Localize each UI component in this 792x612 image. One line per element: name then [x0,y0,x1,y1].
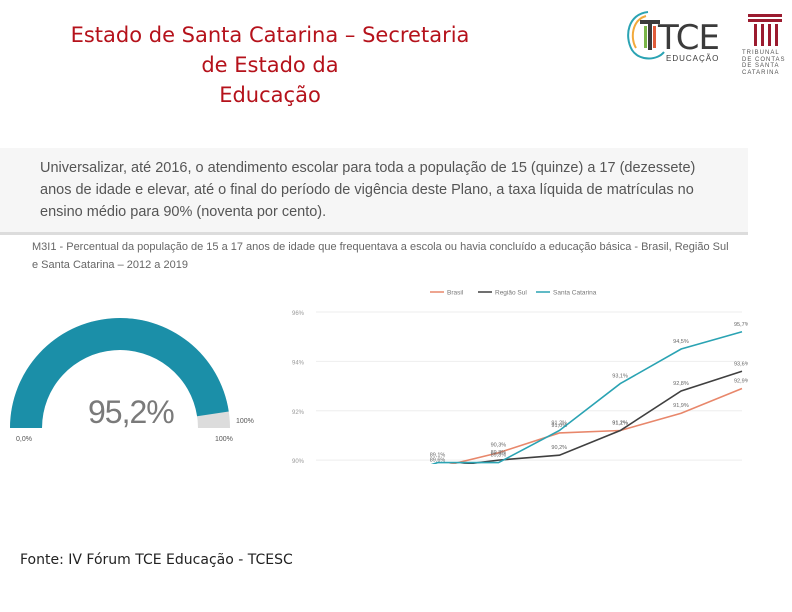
data-label: 90,3% [491,443,507,449]
tribunal-logo-text: TRIBUNAL DE CONTAS DE SANTA CATARINA [742,50,788,76]
tribunal-line: TRIBUNAL [742,50,780,56]
data-label: 89,8% [491,450,507,456]
gauge-min-label: 0,0% [16,436,32,443]
tribunal-line: CATARINA [742,69,780,76]
data-label: 91,0% [551,423,567,429]
data-label: 89,6% [430,458,446,464]
legend-label: Brasil [447,290,464,297]
tce-educacao-logo: TCE EDUCAÇÃO [618,6,728,68]
dashboard-screenshot: Universalizar, até 2016, o atendimento e… [0,148,748,464]
data-label: 91,9% [673,403,689,409]
tribunal-emblem-icon [748,14,782,46]
legend-label: Região Sul [495,290,527,297]
data-label: 90,2% [551,445,567,451]
indicator-description: M3I1 - Percentual da população de 15 a 1… [32,241,729,271]
series-line [460,370,743,464]
gauge-target-label: 100% [236,418,254,425]
y-tick-label: 96% [292,311,305,317]
gauge-value: 95,2% [88,394,175,430]
series-line [430,330,743,464]
tribunal-logo: TRIBUNAL DE CONTAS DE SANTA CATARINA [742,12,788,82]
data-label: 91,1% [612,421,628,427]
series-line [448,387,743,464]
goal-text: Universalizar, até 2016, o atendimento e… [40,160,696,220]
data-label: 92,9% [734,379,748,385]
data-label: 93,6% [734,361,748,367]
gauge-max-label: 100% [215,436,233,443]
slide-title-line2: Educação [219,83,321,107]
slide-title: Estado de Santa Catarina – Secretaria de… [60,20,480,110]
data-label: 94,5% [673,339,689,345]
y-tick-label: 92% [292,410,305,416]
line-chart: 90% 92% 94% 96% Brasil Região Sul Santa Catari… [292,290,748,464]
goal-panel: Universalizar, até 2016, o atendimento e… [0,148,748,232]
divider [0,232,748,235]
data-label: 95,7% [734,322,748,328]
data-label: 89,8% [491,453,507,459]
tribunal-line: DE CONTAS [742,56,786,63]
data-label: 91,2% [551,421,567,427]
data-label: 93,1% [612,374,628,380]
gauge-fill [10,318,229,428]
data-label: 89,1% [430,453,446,459]
slide-title-line1: Estado de Santa Catarina – Secretaria de… [70,23,470,77]
tce-logo-subtext: EDUCAÇÃO [666,54,720,63]
source-note: Fonte: IV Fórum TCE Educação - TCESC [20,552,293,568]
legend-label: Santa Catarina [553,290,597,297]
tribunal-line: DE SANTA [742,63,780,69]
data-label: 91,2% [612,421,628,427]
gauge-chart [10,318,230,428]
data-label: 92,8% [673,381,689,387]
tce-swirl-icon [627,11,665,60]
y-tick-label: 94% [292,360,305,366]
tce-logo-text: TCE [658,18,720,58]
y-tick-label: 90% [292,459,305,464]
